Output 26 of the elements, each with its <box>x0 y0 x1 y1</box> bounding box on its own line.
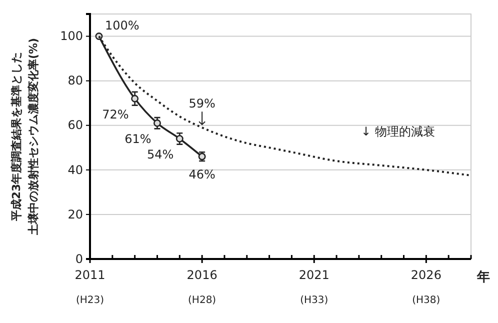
y-tick-label: 40 <box>68 162 83 177</box>
y-tick-label: 80 <box>68 74 83 88</box>
text: ↓ 物理的減衰 <box>361 124 435 138</box>
point <box>176 134 184 142</box>
y-axis-title: 平成23年度調査結果を基準とした土壌中の放射性セシウム濃度変化率(%) <box>10 38 40 236</box>
y-tick-label: 60 <box>68 118 83 132</box>
data-label: 72% <box>102 108 129 122</box>
data-label: 54% <box>146 148 174 162</box>
text: (H23) <box>76 295 104 306</box>
data-label: 61% <box>124 132 152 146</box>
text: (H33) <box>300 295 328 306</box>
x-tick-label: 2016 <box>186 268 218 282</box>
x-tick-label: 2011 <box>74 268 106 282</box>
x-tick-label: 2021 <box>298 268 330 282</box>
x-axis-title: 年 <box>476 270 490 285</box>
data-label: 100% <box>104 18 140 32</box>
text: (H28) <box>188 295 216 306</box>
data-label: 46% <box>188 168 216 182</box>
annotation: 59% <box>188 96 216 111</box>
point <box>131 94 139 102</box>
y-tick-label: 0 <box>75 252 83 266</box>
y-tick-label: 20 <box>68 207 83 222</box>
x-tick-label: 2026 <box>410 268 442 282</box>
point <box>153 119 161 127</box>
text: (H38) <box>412 295 440 306</box>
y-tick-label: 100 <box>60 29 83 44</box>
